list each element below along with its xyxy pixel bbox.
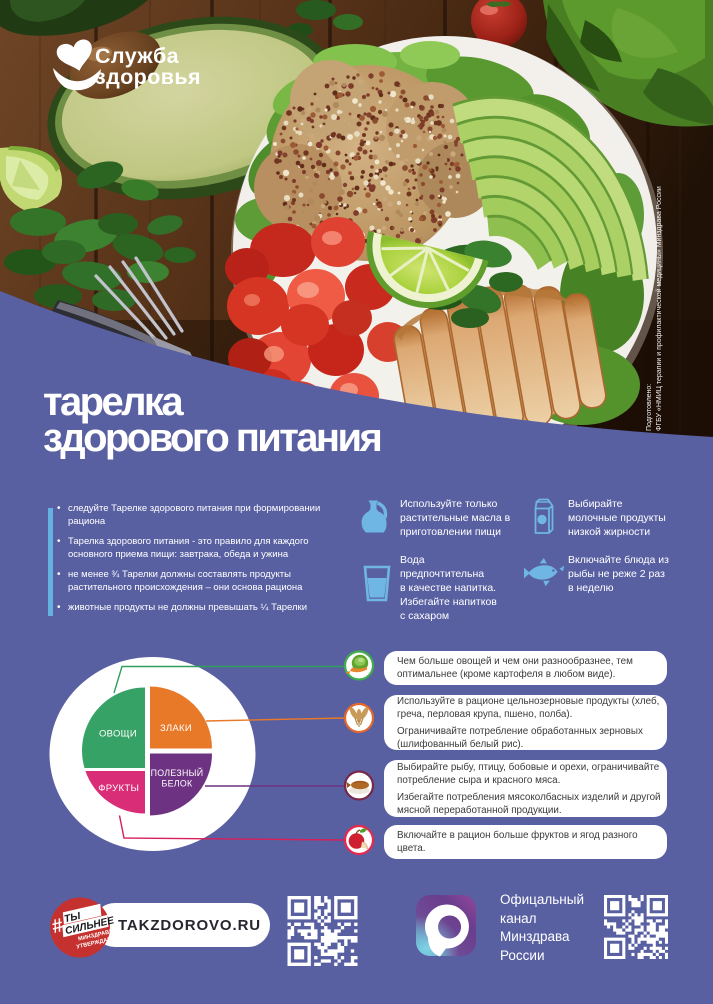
svg-text:здоровья: здоровья [95, 65, 201, 89]
svg-text:Служба: Служба [95, 44, 180, 68]
svg-text:ПОЛЕЗНЫЙ: ПОЛЕЗНЫЙ [151, 767, 204, 778]
svg-text:ТЫ: ТЫ [63, 911, 82, 926]
svg-text:БЕЛОК: БЕЛОК [162, 779, 193, 789]
svg-text:ФРУКТЫ: ФРУКТЫ [98, 783, 139, 794]
svg-text:ЗЛАКИ: ЗЛАКИ [160, 723, 192, 734]
svg-text:ОВОЩИ: ОВОЩИ [99, 728, 137, 739]
svg-text:#: # [50, 915, 65, 938]
